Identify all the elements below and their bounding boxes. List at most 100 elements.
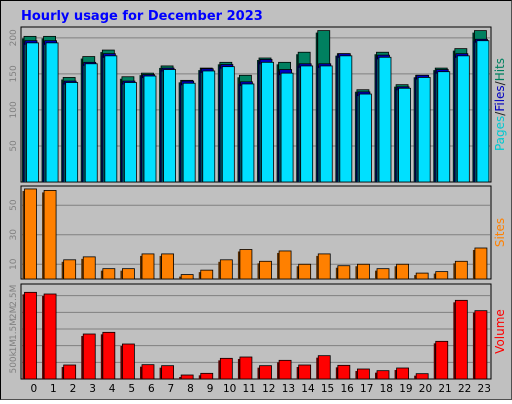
bar-face — [239, 249, 253, 280]
bar-face — [259, 260, 272, 280]
bar-face — [82, 256, 96, 280]
bar-sites — [355, 263, 370, 280]
bar-face — [456, 55, 470, 183]
bar-sites — [433, 271, 449, 280]
bar-face — [300, 65, 314, 183]
bar-sites — [453, 260, 468, 280]
bar-pages — [142, 75, 157, 183]
x-tick-label: 3 — [89, 383, 96, 395]
bar-volume — [355, 368, 370, 380]
bar-face — [417, 77, 431, 183]
bar-face — [122, 268, 135, 280]
bar-face — [161, 365, 174, 380]
x-tick-label: 23 — [478, 383, 491, 395]
bar-sites — [335, 265, 351, 280]
bar-pages — [416, 77, 431, 183]
bar-face — [45, 42, 59, 183]
x-tick-label: 9 — [207, 383, 214, 395]
bar-pages — [181, 82, 196, 183]
bar-pages — [298, 65, 314, 183]
bar-face — [104, 55, 118, 183]
legend-entry: Pages — [493, 116, 507, 151]
y-tick-label: 50 — [9, 140, 19, 152]
bar-face — [317, 253, 331, 280]
y-tick-label: 500k — [9, 350, 19, 373]
bar-pages — [455, 55, 470, 183]
x-tick-label: 15 — [321, 383, 334, 395]
bar-pages — [24, 42, 39, 183]
bar-face — [102, 331, 116, 380]
bar-face — [141, 364, 155, 380]
x-tick-label: 12 — [262, 383, 275, 395]
bar-face — [357, 368, 370, 380]
bar-face — [82, 333, 96, 380]
y-tick-label: 2M — [9, 306, 19, 320]
y-tick-label: 30 — [9, 229, 19, 241]
bar-face — [474, 310, 488, 380]
bar-face — [261, 61, 274, 183]
bar-volume — [472, 310, 488, 380]
bar-volume — [335, 364, 351, 380]
bar-face — [221, 66, 235, 183]
bar-pages — [161, 69, 176, 183]
x-tick-label: 0 — [30, 383, 37, 395]
y-tick-label: 2.5M — [9, 285, 19, 307]
panel-sites: 10 30 50 Sites — [9, 185, 507, 280]
bar-face — [337, 364, 351, 380]
x-tick-label: 8 — [187, 383, 194, 395]
bar-volume — [296, 364, 312, 380]
bar-sites — [81, 256, 96, 280]
bar-face — [239, 356, 253, 380]
bar-face — [161, 253, 174, 280]
bar-face — [141, 253, 155, 280]
bar-face — [43, 293, 57, 380]
bar-face — [259, 365, 272, 380]
bar-sites — [472, 247, 488, 280]
bar-pages — [44, 42, 59, 183]
bar-sites — [296, 263, 312, 280]
legend-entry: / — [493, 111, 507, 116]
legend-volume: Volume — [493, 309, 507, 354]
x-tick-label: 7 — [168, 383, 175, 395]
bar-pages — [239, 83, 255, 183]
bar-face — [200, 269, 214, 280]
legend-traffic: Pages/Files/Hits — [493, 58, 507, 151]
bar-volume — [277, 359, 292, 380]
bar-face — [182, 82, 196, 183]
bar-face — [454, 260, 468, 280]
bar-volume — [22, 291, 37, 380]
bar-face — [319, 65, 333, 183]
bar-face — [241, 83, 255, 183]
bar-face — [396, 367, 409, 380]
bar-face — [278, 359, 292, 380]
bar-sites — [394, 263, 409, 280]
x-tick-label: 2 — [70, 383, 77, 395]
bar-volume — [100, 331, 116, 380]
x-axis: 0 1 2 3 4 5 6 7 8 9 10 11 12 13 14 15 16 17 18 19 20 21 22 23 — [30, 383, 490, 395]
legend-entry: Volume — [493, 309, 507, 354]
bar-face — [415, 373, 429, 380]
bar-face — [163, 69, 176, 183]
bar-pages — [318, 65, 333, 183]
legend-entry: Sites — [493, 218, 507, 247]
bar-face — [102, 268, 116, 280]
bar-face — [398, 87, 411, 183]
y-tick-label: 50 — [9, 199, 19, 211]
legend-sites: Sites — [493, 218, 507, 247]
bar-pages — [220, 66, 235, 183]
y-tick-label: 1.5M — [9, 318, 19, 340]
bar-face — [43, 190, 57, 280]
chart-title: Hourly usage for December 2023 — [21, 9, 263, 24]
y-tick-label: 200 — [9, 29, 19, 46]
legend-entry: / — [493, 80, 507, 85]
bar-volume — [81, 333, 96, 380]
x-tick-label: 4 — [109, 383, 116, 395]
bar-face — [317, 355, 331, 380]
bar-sites — [22, 188, 37, 280]
bar-face — [24, 188, 37, 280]
bar-face — [200, 372, 214, 380]
x-tick-label: 10 — [223, 383, 236, 395]
bar-pages — [259, 61, 274, 183]
bar-sites — [159, 253, 174, 280]
